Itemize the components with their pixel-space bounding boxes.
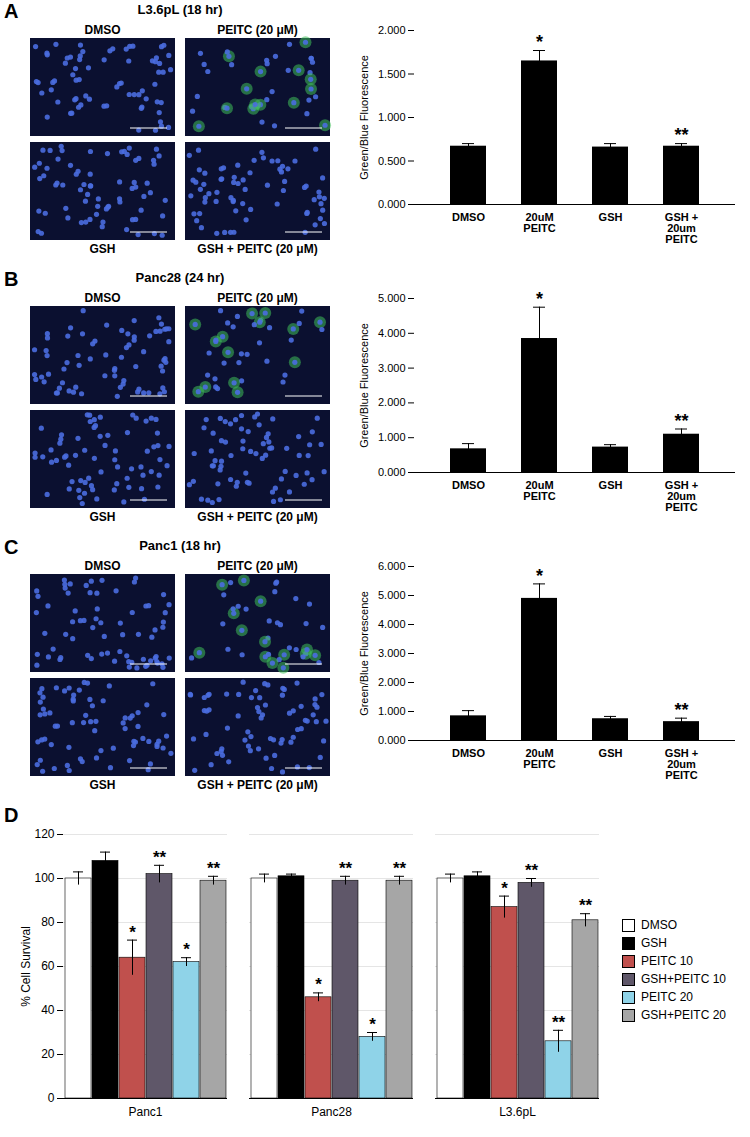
svg-text:GSH: GSH bbox=[89, 242, 115, 256]
html-text:D: D bbox=[4, 804, 19, 826]
svg-text:*: * bbox=[129, 923, 136, 942]
svg-text:**: ** bbox=[525, 861, 539, 880]
svg-text:*: * bbox=[536, 32, 543, 52]
svg-text:1.000: 1.000 bbox=[378, 111, 406, 123]
svg-text:GSH: GSH bbox=[89, 778, 115, 792]
html-text:GSH+PEITC 20: GSH+PEITC 20 bbox=[641, 1008, 726, 1022]
svg-text:**: ** bbox=[207, 859, 221, 878]
html-text:GSH+PEITC 10: GSH+PEITC 10 bbox=[641, 972, 726, 986]
svg-text:PEITC (20 μM): PEITC (20 μM) bbox=[217, 291, 298, 305]
svg-text:DMSO: DMSO bbox=[85, 559, 121, 573]
svg-text:GSH +20umPEITC: GSH +20umPEITC bbox=[665, 747, 698, 781]
html-text:Panc1 (18 hr): Panc1 (18 hr) bbox=[139, 538, 221, 553]
html-text:A: A bbox=[4, 0, 19, 22]
svg-text:GSH: GSH bbox=[599, 747, 623, 759]
svg-text:GSH + PEITC (20 μM): GSH + PEITC (20 μM) bbox=[197, 778, 317, 792]
svg-text:DMSO: DMSO bbox=[452, 747, 485, 759]
svg-text:GSH: GSH bbox=[599, 211, 623, 223]
svg-text:1.000: 1.000 bbox=[378, 705, 406, 717]
svg-text:**: ** bbox=[339, 859, 353, 878]
svg-text:4.000: 4.000 bbox=[378, 618, 406, 630]
svg-text:*: * bbox=[536, 566, 543, 586]
svg-text:120: 120 bbox=[34, 827, 54, 841]
svg-text:**: ** bbox=[674, 411, 688, 431]
svg-text:Green/Blue Fluorescence: Green/Blue Fluorescence bbox=[358, 591, 370, 716]
svg-text:% Cell Survival: % Cell Survival bbox=[19, 926, 33, 1007]
svg-text:1.000: 1.000 bbox=[378, 431, 406, 443]
svg-text:2.000: 2.000 bbox=[378, 24, 406, 36]
svg-text:*: * bbox=[183, 940, 190, 959]
svg-text:*: * bbox=[315, 975, 322, 994]
html-text:L3.6pL (18 hr): L3.6pL (18 hr) bbox=[137, 2, 223, 17]
svg-text:DMSO: DMSO bbox=[452, 479, 485, 491]
svg-text:40: 40 bbox=[41, 1003, 55, 1017]
svg-text:*: * bbox=[369, 1015, 376, 1034]
html-text:GSH: GSH bbox=[641, 936, 667, 950]
svg-text:DMSO: DMSO bbox=[85, 291, 121, 305]
svg-text:PEITC (20 μM): PEITC (20 μM) bbox=[217, 559, 298, 573]
html-text:PEITC 10: PEITC 10 bbox=[641, 954, 693, 968]
svg-text:100: 100 bbox=[34, 871, 54, 885]
svg-text:0.000: 0.000 bbox=[378, 198, 406, 210]
svg-text:1.500: 1.500 bbox=[378, 68, 406, 80]
svg-text:80: 80 bbox=[41, 915, 55, 929]
html-text:DMSO: DMSO bbox=[641, 918, 677, 932]
svg-text:GSH: GSH bbox=[599, 479, 623, 491]
svg-text:*: * bbox=[536, 289, 543, 309]
svg-text:Green/Blue Fluorescence: Green/Blue Fluorescence bbox=[358, 55, 370, 180]
svg-text:GSH +20umPEITC: GSH +20umPEITC bbox=[665, 211, 698, 245]
svg-text:DMSO: DMSO bbox=[452, 211, 485, 223]
svg-text:2.000: 2.000 bbox=[378, 396, 406, 408]
svg-text:Panc28: Panc28 bbox=[311, 1105, 352, 1119]
svg-text:60: 60 bbox=[41, 959, 55, 973]
html-text:PEITC 20: PEITC 20 bbox=[641, 990, 693, 1004]
svg-text:20uMPEITC: 20uMPEITC bbox=[523, 479, 555, 502]
svg-text:0: 0 bbox=[48, 1091, 55, 1105]
svg-text:2.000: 2.000 bbox=[378, 676, 406, 688]
svg-text:GSH + PEITC (20 μM): GSH + PEITC (20 μM) bbox=[197, 242, 317, 256]
svg-text:GSH +20umPEITC: GSH +20umPEITC bbox=[665, 479, 698, 513]
svg-text:20uMPEITC: 20uMPEITC bbox=[523, 747, 555, 770]
svg-text:5.000: 5.000 bbox=[378, 589, 406, 601]
svg-text:GSH + PEITC (20 μM): GSH + PEITC (20 μM) bbox=[197, 510, 317, 524]
svg-text:0.500: 0.500 bbox=[378, 155, 406, 167]
svg-text:0.000: 0.000 bbox=[378, 466, 406, 478]
svg-text:0.000: 0.000 bbox=[378, 734, 406, 746]
svg-text:**: ** bbox=[674, 700, 688, 720]
svg-text:Panc1: Panc1 bbox=[128, 1105, 162, 1119]
svg-text:PEITC (20 μM): PEITC (20 μM) bbox=[217, 23, 298, 37]
svg-text:6.000: 6.000 bbox=[378, 560, 406, 572]
svg-text:L3.6pL: L3.6pL bbox=[499, 1105, 536, 1119]
svg-text:DMSO: DMSO bbox=[85, 23, 121, 37]
html-text:C: C bbox=[4, 536, 19, 558]
svg-text:**: ** bbox=[393, 859, 407, 878]
svg-text:**: ** bbox=[579, 896, 593, 915]
svg-text:GSH: GSH bbox=[89, 510, 115, 524]
svg-text:Green/Blue Fluorescence: Green/Blue Fluorescence bbox=[358, 323, 370, 448]
html-text:B: B bbox=[4, 268, 19, 290]
svg-text:20: 20 bbox=[41, 1047, 55, 1061]
svg-text:5.000: 5.000 bbox=[378, 292, 406, 304]
svg-text:**: ** bbox=[153, 848, 167, 867]
html-text:Panc28 (24 hr): Panc28 (24 hr) bbox=[135, 270, 225, 285]
svg-text:*: * bbox=[501, 879, 508, 898]
svg-text:**: ** bbox=[552, 1013, 566, 1032]
svg-text:20uMPEITC: 20uMPEITC bbox=[523, 211, 555, 234]
svg-text:4.000: 4.000 bbox=[378, 327, 406, 339]
svg-text:3.000: 3.000 bbox=[378, 362, 406, 374]
svg-text:3.000: 3.000 bbox=[378, 647, 406, 659]
svg-text:**: ** bbox=[674, 125, 688, 145]
